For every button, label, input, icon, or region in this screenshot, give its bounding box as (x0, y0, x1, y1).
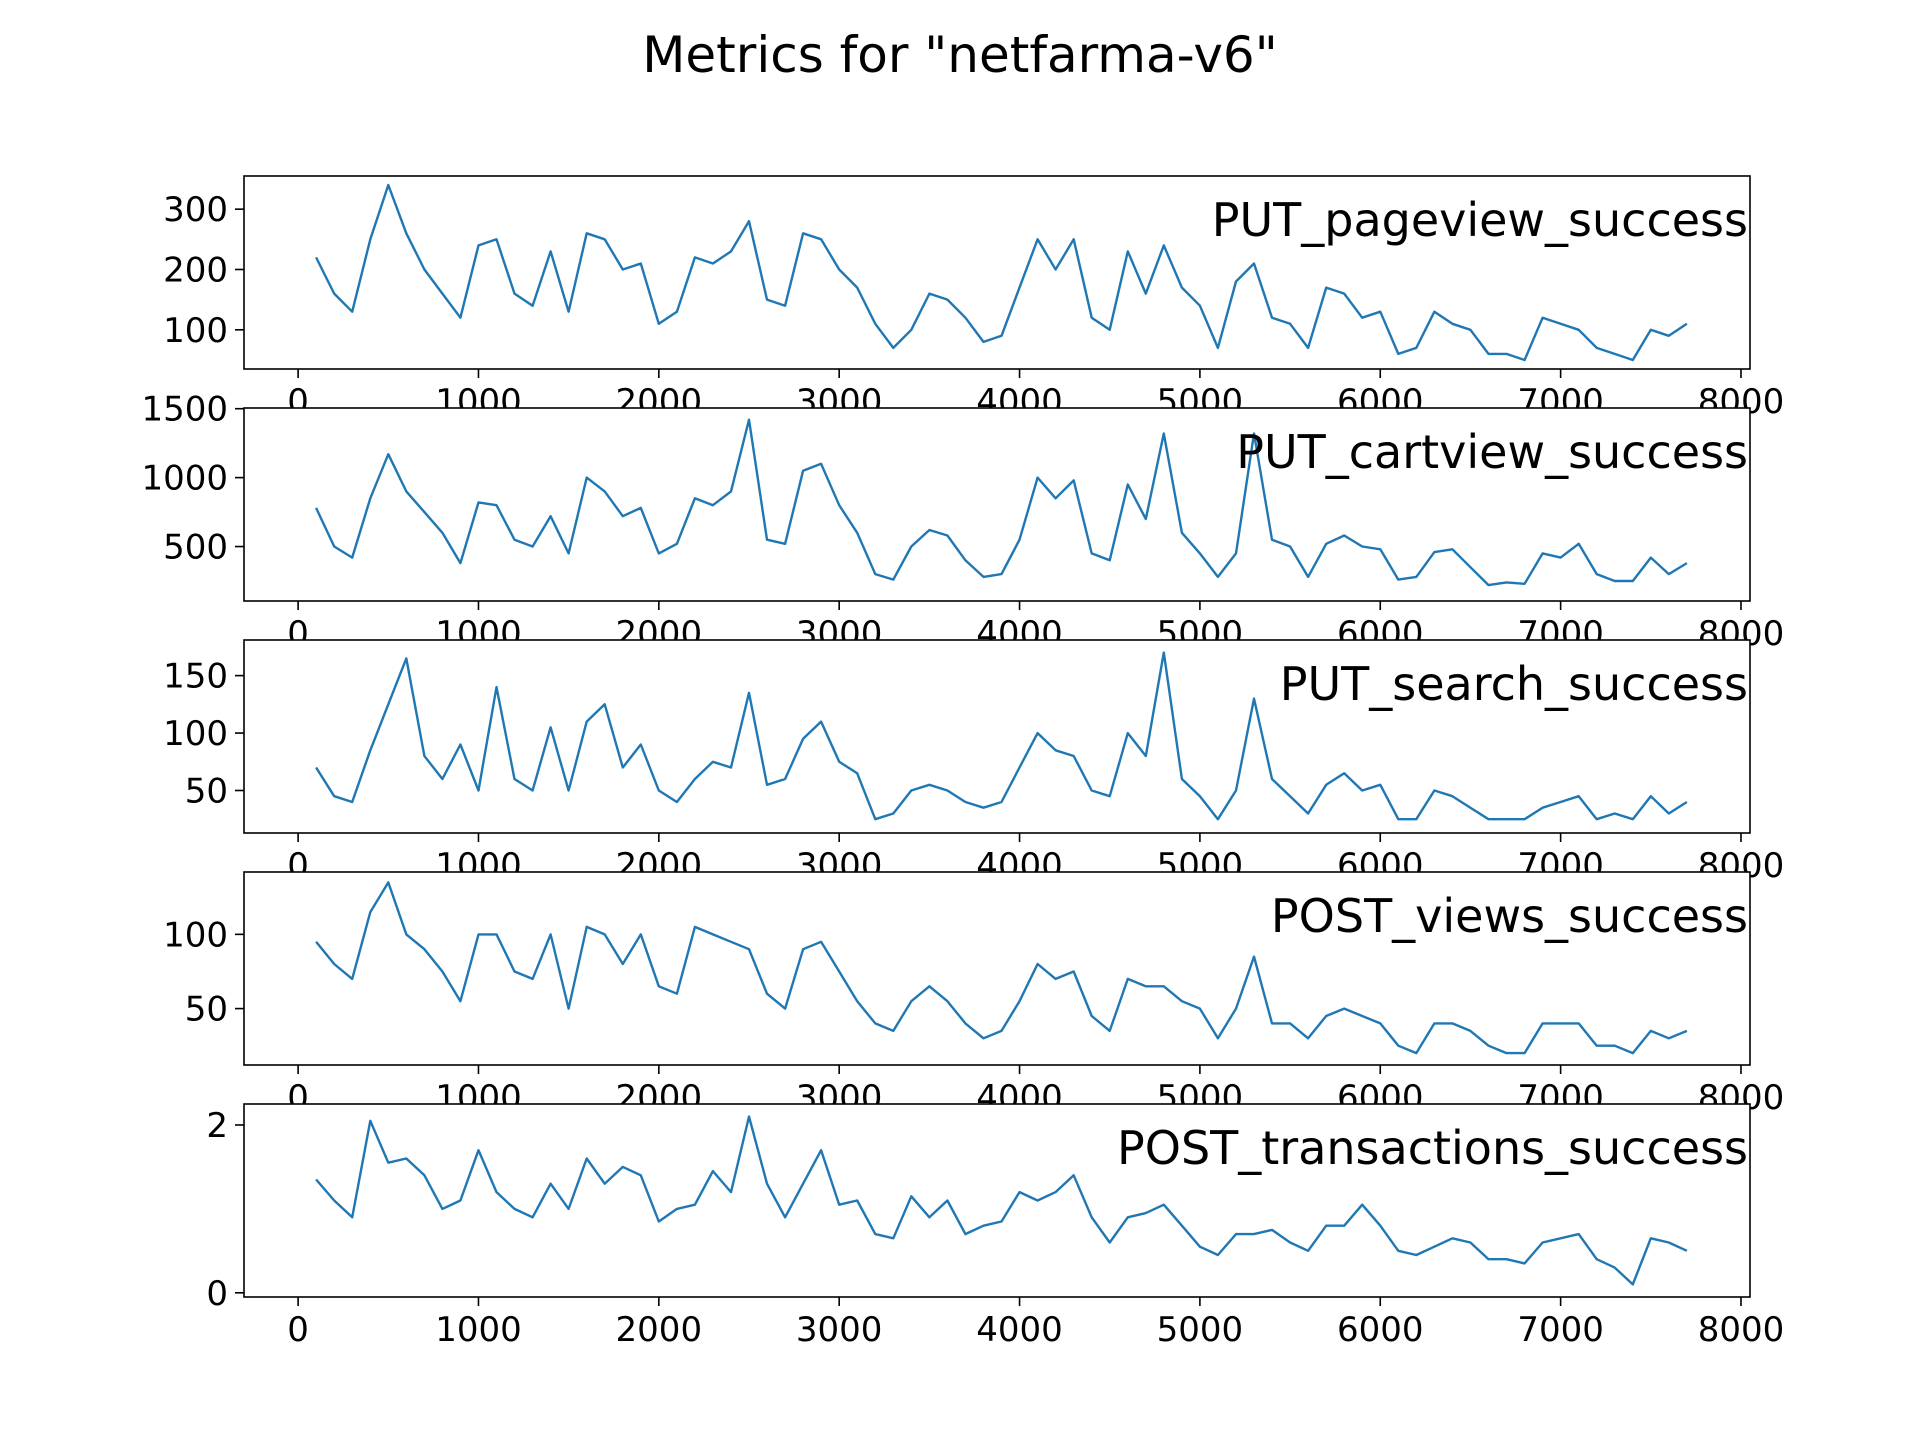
series-line (315, 183, 1688, 362)
y-tick-label: 1000 (141, 459, 228, 499)
y-tick-label: 1500 (141, 390, 228, 430)
y-tick-label: 100 (163, 915, 228, 955)
panel-label: PUT_cartview_success (1236, 425, 1748, 479)
x-tick-label: 2000 (616, 1310, 703, 1350)
y-tick-label: 0 (206, 1274, 228, 1314)
series-line (315, 881, 1688, 1055)
x-tick-label: 3000 (796, 1310, 883, 1350)
y-tick-label: 2 (206, 1106, 228, 1146)
subplot-3: 0 1000 2000 3000 4000 5000 6000 7000 80005010015… (163, 639, 1784, 886)
series-line (315, 651, 1688, 821)
y-tick-label: 150 (163, 657, 228, 697)
y-tick-label: 50 (185, 990, 228, 1030)
subplot-1: 0 1000 2000 3000 4000 5000 6000 7000 80001002003… (163, 175, 1784, 422)
y-tick-label: 300 (163, 190, 228, 230)
x-tick-label: 5000 (1157, 1310, 1244, 1350)
x-tick-label: 0 (287, 1310, 309, 1350)
x-tick-label: 1000 (435, 1310, 522, 1350)
y-tick-label: 50 (185, 771, 228, 811)
subplot-2: 0 1000 2000 3000 4000 5000 6000 7000 80005001000… (141, 390, 1784, 654)
subplot-stack: 0 1000 2000 3000 4000 5000 6000 7000 80001002003… (141, 175, 1785, 1350)
x-tick-label: 8000 (1698, 1310, 1785, 1350)
y-tick-label: 500 (163, 528, 228, 568)
series-line (315, 1115, 1688, 1286)
y-tick-label: 100 (163, 714, 228, 754)
axes-frame (243, 639, 1751, 834)
series-line (315, 418, 1688, 587)
x-tick-label: 6000 (1337, 1310, 1424, 1350)
x-tick-label: 4000 (976, 1310, 1063, 1350)
panel-label: PUT_pageview_success (1212, 193, 1748, 247)
figure-title: Metrics for "netfarma-v6" (642, 26, 1277, 84)
y-tick-label: 100 (163, 311, 228, 351)
axes-frame (243, 1103, 1751, 1298)
y-tick-label: 200 (163, 250, 228, 290)
subplot-5: 0 1000 2000 3000 4000 5000 6000 7000 8000 0 2 POST_… (206, 1103, 1785, 1350)
panel-label: POST_views_success (1271, 889, 1748, 943)
x-tick-label: 7000 (1517, 1310, 1604, 1350)
panel-label: POST_transactions_success (1117, 1121, 1748, 1175)
panel-label: PUT_search_success (1280, 657, 1748, 711)
